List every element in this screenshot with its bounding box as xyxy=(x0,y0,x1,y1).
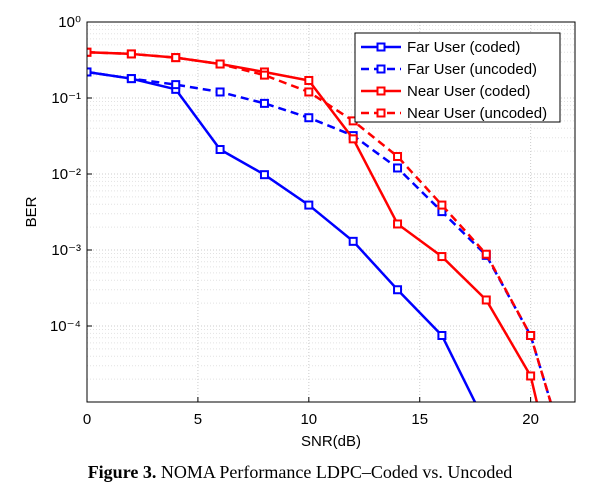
marker xyxy=(304,87,314,97)
marker xyxy=(348,236,358,246)
caption: Figure 3. NOMA Performance LDPC–Coded vs… xyxy=(88,462,513,482)
marker xyxy=(304,113,314,123)
marker xyxy=(393,151,403,161)
marker xyxy=(526,371,536,381)
caption-label: Figure 3. xyxy=(88,462,157,482)
marker xyxy=(437,200,447,210)
marker xyxy=(526,330,536,340)
legend-label: Far User (coded) xyxy=(407,39,520,56)
marker xyxy=(259,98,269,108)
marker xyxy=(481,295,491,305)
marker xyxy=(126,74,136,84)
legend-label: Near User (uncoded) xyxy=(407,105,547,122)
y-tick-label: 10⁻² xyxy=(51,166,81,183)
y-tick-label: 10⁻⁴ xyxy=(50,318,81,335)
x-tick-label: 5 xyxy=(194,411,202,428)
marker xyxy=(87,67,92,77)
marker xyxy=(171,53,181,63)
x-axis-label: SNR(dB) xyxy=(301,433,361,450)
x-tick-label: 0 xyxy=(83,411,91,428)
series-line xyxy=(87,70,477,402)
marker xyxy=(171,80,181,90)
caption-text: NOMA Performance LDPC–Coded vs. Uncoded xyxy=(161,462,512,482)
marker xyxy=(259,170,269,180)
x-tick-label: 10 xyxy=(300,411,317,428)
marker xyxy=(304,75,314,85)
marker xyxy=(549,406,556,413)
marker xyxy=(87,47,92,57)
marker xyxy=(126,49,136,59)
marker xyxy=(393,219,403,229)
x-tick-label: 15 xyxy=(411,411,428,428)
marker xyxy=(215,145,225,155)
marker xyxy=(549,466,556,473)
marker xyxy=(483,421,490,428)
marker xyxy=(215,87,225,97)
legend-marker xyxy=(376,42,386,52)
marker xyxy=(393,285,403,295)
marker xyxy=(549,406,556,413)
axes-frame xyxy=(86,21,576,403)
x-tick-label: 20 xyxy=(522,411,539,428)
marker xyxy=(215,59,225,69)
y-tick-label: 10⁻¹ xyxy=(51,90,81,107)
marker xyxy=(437,252,447,262)
marker xyxy=(437,330,447,340)
y-tick-label: 10⁻³ xyxy=(51,242,81,259)
y-tick-label: 10⁰ xyxy=(58,14,81,31)
legend-marker xyxy=(376,64,386,74)
legend-marker xyxy=(376,86,386,96)
legend-marker xyxy=(376,108,386,118)
legend-label: Far User (uncoded) xyxy=(407,61,537,78)
marker xyxy=(393,163,403,173)
series-line xyxy=(87,50,552,402)
marker xyxy=(481,249,491,259)
legend-label: Near User (coded) xyxy=(407,83,530,100)
marker xyxy=(304,200,314,210)
marker xyxy=(259,70,269,80)
y-axis-label: BER xyxy=(23,196,40,227)
marker xyxy=(348,134,358,144)
